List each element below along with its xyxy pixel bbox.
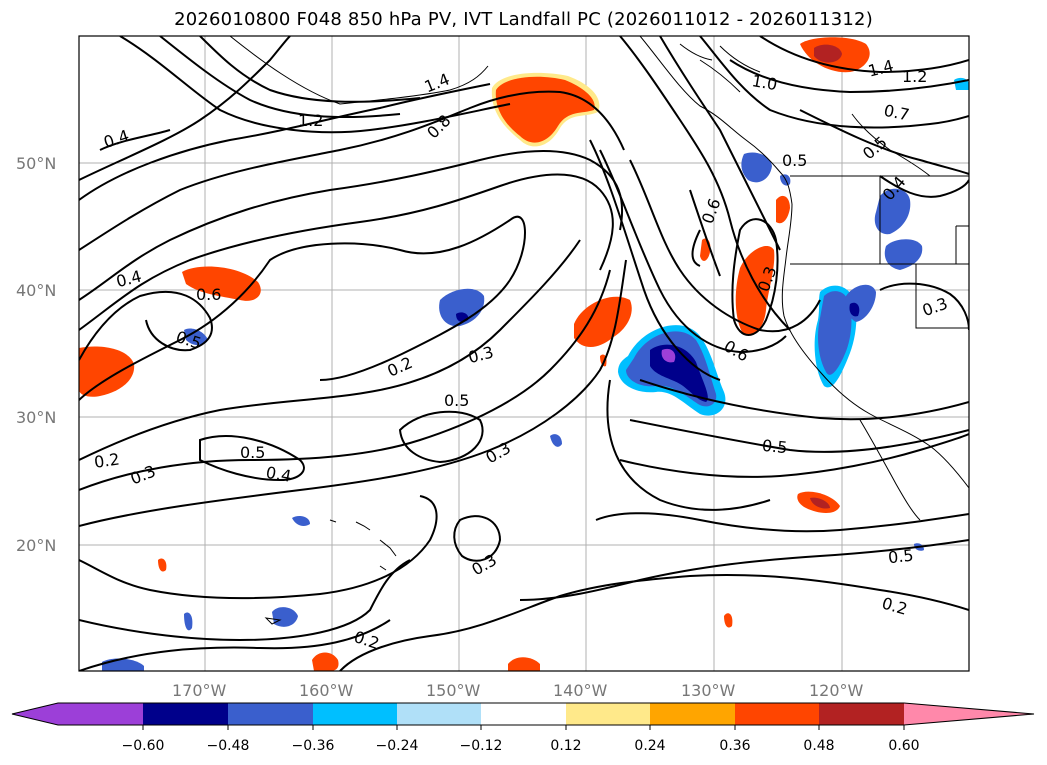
colorbar-segment xyxy=(228,703,313,725)
contour-label: 0.4 xyxy=(264,463,292,486)
lon-label: 130°W xyxy=(681,681,736,700)
colorbar-tick: −0.48 xyxy=(207,738,250,754)
gridlines xyxy=(79,36,969,671)
colorbar-segment xyxy=(819,703,904,725)
contour-label: 0.7 xyxy=(882,101,911,125)
contour-label: 0.5 xyxy=(444,391,469,410)
contour-label: 0.2 xyxy=(93,449,121,471)
contour-label: 1.2 xyxy=(298,111,323,130)
lon-label: 150°W xyxy=(426,681,481,700)
contour-label: 0.5 xyxy=(761,436,788,458)
lon-label: 140°W xyxy=(553,681,608,700)
lat-label: 50°N xyxy=(16,154,56,173)
latitude-labels: 50°N 40°N 30°N 20°N xyxy=(16,154,56,555)
lat-label: 30°N xyxy=(16,408,56,427)
contour-label: 0.5 xyxy=(782,151,807,170)
colorbar-segment xyxy=(313,703,397,725)
colorbar-tick: 0.36 xyxy=(719,738,750,754)
colorbar-tick: −0.60 xyxy=(122,738,165,754)
colorbar-segment xyxy=(735,703,819,725)
contour-label: 0.5 xyxy=(887,546,914,568)
lon-label: 120°W xyxy=(809,681,864,700)
contour-label: 0.6 xyxy=(196,285,221,304)
colorbar-segment xyxy=(143,703,228,725)
colorbar-extend-right xyxy=(904,703,1034,725)
colorbar-segment xyxy=(481,703,566,725)
contour-label: 1.0 xyxy=(750,71,778,94)
colorbar-segment xyxy=(650,703,735,725)
lon-label: 160°W xyxy=(299,681,354,700)
colorbar-tick: 0.24 xyxy=(634,738,665,754)
contour-label: 0.5 xyxy=(240,443,265,462)
lon-label: 170°W xyxy=(172,681,227,700)
colorbar-tick: 0.48 xyxy=(803,738,834,754)
map-border xyxy=(78,35,970,672)
colorbar-tick: −0.24 xyxy=(376,738,419,754)
lat-label: 20°N xyxy=(16,536,56,555)
pv-contours xyxy=(79,36,969,671)
longitude-labels: 170°W 160°W 150°W 140°W 130°W 120°W xyxy=(172,681,864,700)
colorbar-extend-left xyxy=(12,703,58,725)
colorbar-tick: −0.36 xyxy=(292,738,335,754)
lat-label: 40°N xyxy=(16,281,56,300)
colorbar-segment xyxy=(397,703,481,725)
colorbar-segment xyxy=(566,703,650,725)
colorbar-tick: 0.60 xyxy=(888,738,919,754)
colorbar-segment xyxy=(58,703,143,725)
colorbar-tick: −0.12 xyxy=(460,738,503,754)
colorbar: −0.60 −0.48 −0.36 −0.24 −0.12 0.12 0.24 … xyxy=(11,702,1035,754)
contour-label: 1.2 xyxy=(902,67,927,86)
map-title: 2026010800 F048 850 hPa PV, IVT Landfall… xyxy=(174,9,873,30)
colorbar-tick: 0.12 xyxy=(550,738,581,754)
